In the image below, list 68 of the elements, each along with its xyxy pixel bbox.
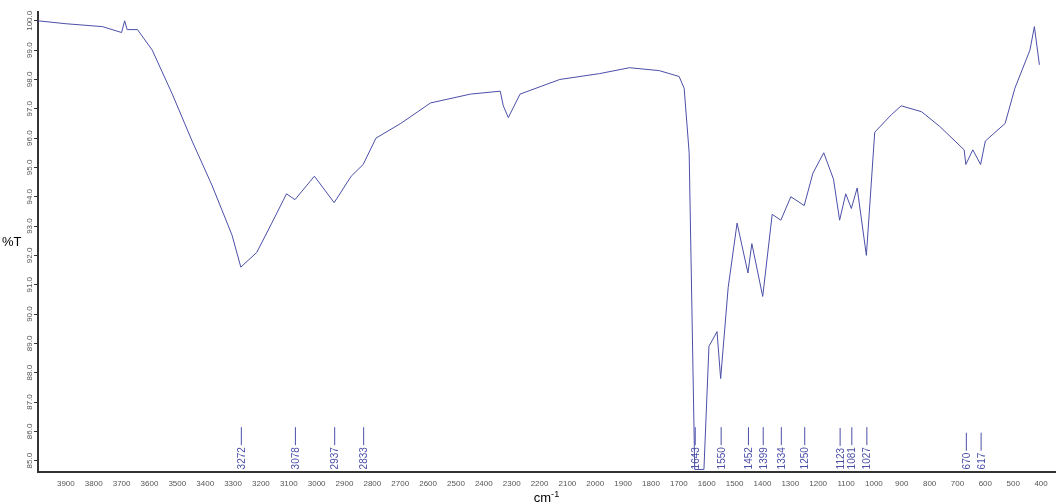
x-tick-label: 3700 — [112, 479, 132, 489]
y-tick-label: 91.0 — [25, 276, 35, 293]
x-tick-label: 1200 — [809, 479, 828, 489]
annotation: 670 — [960, 452, 972, 470]
x-tick-label: 3000 — [307, 479, 327, 489]
x-tick-label: 1900 — [614, 479, 633, 489]
x-tick-label: 2600 — [419, 479, 438, 489]
x-tick-label: 2100 — [558, 479, 577, 489]
y-tick-label: 93.0 — [25, 217, 35, 234]
x-tick-label: 3300 — [224, 479, 243, 489]
x-tick-label: 3900 — [56, 479, 76, 489]
x-tick-label: 3500 — [168, 479, 187, 489]
annotation: 2833 — [358, 446, 370, 470]
y-tick-label: 96.0 — [25, 129, 35, 146]
x-tick-label: 3600 — [140, 479, 159, 489]
x-tick-label: 1100 — [837, 479, 856, 489]
x-tick-label: 3100 — [279, 479, 299, 489]
y-tick-label: 92.0 — [25, 247, 35, 264]
x-tick-label: 500 — [1006, 479, 1021, 489]
y-tick-label: 86.0 — [25, 423, 35, 440]
y-tick-label: 85.0 — [25, 452, 35, 469]
y-tick-label: 95.0 — [25, 159, 35, 176]
x-tick-label: 1500 — [725, 479, 745, 489]
x-tick-label: 600 — [978, 479, 993, 489]
y-axis-title: %T — [2, 234, 22, 250]
x-tick-label: 2300 — [502, 479, 522, 489]
x-tick-label: 2900 — [335, 479, 354, 489]
y-tick-label: 97.0 — [25, 100, 35, 117]
x-tick-label: 2500 — [447, 479, 466, 489]
x-tick-label: 400 — [1034, 479, 1049, 489]
annotation: 3272 — [235, 446, 247, 470]
x-tick-label: 3800 — [84, 479, 104, 489]
annotation: 1550 — [715, 446, 727, 470]
y-tick-label: 98.0 — [25, 71, 35, 88]
x-tick-label: 3200 — [252, 479, 271, 489]
x-tick-label: 2700 — [391, 479, 410, 489]
annotation: 1334 — [775, 446, 787, 470]
annotation: 2937 — [329, 446, 341, 470]
x-tick-label: 2800 — [363, 479, 382, 489]
annotation: 1027 — [861, 446, 873, 470]
x-tick-label: 2000 — [586, 479, 605, 489]
x-tick-label: 2200 — [530, 479, 549, 489]
y-tick-label: 89.0 — [25, 335, 35, 352]
x-tick-label: 1800 — [642, 479, 661, 489]
y-tick-label: 100.0 — [25, 10, 35, 31]
y-tick-label: 94.0 — [25, 188, 35, 205]
annotation: 1081 — [846, 446, 858, 470]
annotation: 1452 — [742, 446, 754, 470]
y-tick-label: 88.0 — [25, 364, 35, 381]
annotation: 1399 — [757, 446, 769, 470]
x-tick-label: 1600 — [697, 479, 717, 489]
x-tick-label: 900 — [895, 479, 909, 489]
annotation: 1643 — [689, 446, 701, 470]
x-tick-label: 3400 — [196, 479, 215, 489]
y-tick-label: 99.0 — [25, 41, 35, 58]
x-tick-label: 1400 — [753, 479, 772, 489]
x-tick-label: 1000 — [864, 479, 884, 489]
annotation: 3078 — [289, 446, 301, 470]
x-tick-label: 1700 — [669, 479, 689, 489]
y-tick-label: 87.0 — [25, 393, 35, 410]
x-tick-label: 700 — [950, 479, 965, 489]
y-tick-label: 90.0 — [25, 305, 35, 322]
annotation: 1250 — [799, 446, 811, 470]
annotation: 617 — [975, 452, 987, 470]
annotation: 1123 — [834, 447, 846, 470]
x-tick-label: 1300 — [781, 479, 800, 489]
x-tick-label: 2400 — [474, 479, 494, 489]
x-tick-label: 800 — [922, 479, 937, 489]
